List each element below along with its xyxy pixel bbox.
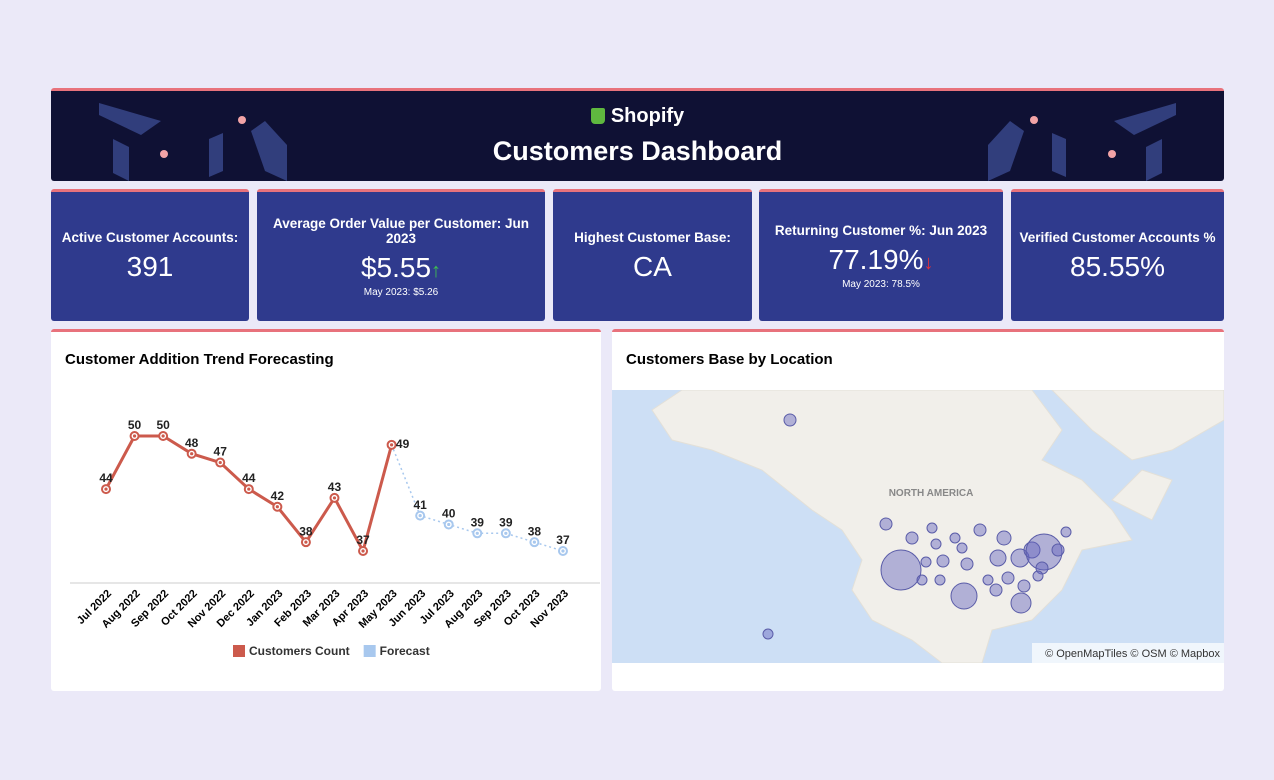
- data-point-core: [447, 522, 451, 527]
- chart-title: Customer Addition Trend Forecasting: [65, 351, 334, 368]
- data-label: 44: [99, 471, 113, 485]
- map-title: Customers Base by Location: [626, 351, 833, 368]
- kpi-value: $5.55: [257, 252, 545, 284]
- kpi-card: Average Order Value per Customer: Jun 20…: [257, 189, 545, 321]
- data-point-core: [247, 487, 251, 491]
- data-point-core: [218, 460, 222, 465]
- kpi-card: Returning Customer %: Jun 2023 77.19% May …: [759, 189, 1003, 321]
- data-label: 37: [556, 533, 570, 547]
- kpi-title: Verified Customer Accounts %: [1019, 230, 1216, 245]
- data-label: 50: [128, 418, 142, 432]
- legend-label: Forecast: [380, 644, 430, 658]
- kpi-value-text: CA: [633, 251, 672, 282]
- data-point-core: [390, 443, 394, 447]
- data-label: 50: [156, 418, 170, 432]
- brand: Shopify: [51, 105, 1224, 128]
- kpi-value-text: 85.55%: [1070, 251, 1165, 282]
- legend-swatch: [233, 645, 245, 657]
- data-label: 40: [442, 507, 456, 521]
- trend-card: Customer Addition Trend Forecasting Jul …: [51, 329, 601, 691]
- data-label: 38: [299, 524, 313, 538]
- markers: [101, 431, 568, 556]
- kpi-title: Active Customer Accounts:: [61, 230, 239, 245]
- data-label: 43: [328, 480, 342, 494]
- data-point-core: [132, 434, 137, 438]
- data-point-core: [361, 549, 365, 553]
- legend-label: Customers Count: [249, 644, 350, 658]
- data-label: 37: [356, 533, 370, 547]
- kpi-value: 85.55%: [1011, 251, 1224, 283]
- kpi-card: Active Customer Accounts: 391: [51, 189, 249, 321]
- data-label: 39: [499, 515, 513, 529]
- data-label: 41: [413, 498, 427, 512]
- map: NORTH AMERICA © OpenMapTiles © OSM © Map…: [612, 390, 1224, 663]
- data-label: 38: [528, 524, 542, 538]
- data-label: 39: [471, 515, 485, 529]
- kpi-title: Average Order Value per Customer: Jun 20…: [272, 215, 530, 246]
- data-point-core: [418, 514, 422, 518]
- kpi-value-text: 77.19%: [829, 244, 934, 275]
- legend-swatch: [363, 645, 376, 657]
- map-card: Customers Base by Location NORTH AMERICA…: [612, 329, 1224, 691]
- data-point-core: [161, 434, 165, 438]
- kpi-title: Highest Customer Base:: [574, 230, 731, 245]
- data-point-core: [275, 505, 279, 509]
- kpi-subtext: May 2023: 78.5%: [842, 279, 920, 290]
- kpi-card: Highest Customer Base: CA: [553, 189, 752, 321]
- data-point-core: [332, 496, 337, 500]
- region-label: NORTH AMERICA: [889, 488, 974, 499]
- data-point-core: [304, 540, 308, 544]
- map-attribution: © OpenMapTiles © OSM © Mapbox: [1045, 648, 1220, 660]
- data-label: 49: [396, 437, 410, 451]
- kpi-value-text: 391: [126, 251, 174, 282]
- dashboard-title: Customers Dashboard: [492, 136, 783, 166]
- data-label: 48: [185, 436, 199, 450]
- kpi-value: 391: [51, 251, 249, 283]
- kpi-card: Verified Customer Accounts % 85.55%: [1011, 189, 1224, 321]
- data-label: 44: [242, 471, 256, 485]
- data-label: 42: [271, 489, 285, 503]
- kpi-value-text: $5.55: [361, 252, 441, 283]
- data-point-core: [104, 487, 108, 491]
- data-point-core: [190, 452, 194, 456]
- kpi-value: 77.19%: [759, 244, 1003, 276]
- data-label: 47: [214, 445, 228, 459]
- kpi-subtext: May 2023: $5.26: [363, 286, 439, 298]
- data-point-core: [561, 549, 565, 553]
- kpi-value: CA: [553, 251, 752, 283]
- kpi-title: Returning Customer %: Jun 2023: [774, 223, 988, 238]
- header: Shopify Customers Dashboard: [51, 88, 1224, 181]
- data-point-core: [504, 531, 508, 535]
- data-point-core: [532, 540, 536, 544]
- data-point-core: [475, 531, 479, 535]
